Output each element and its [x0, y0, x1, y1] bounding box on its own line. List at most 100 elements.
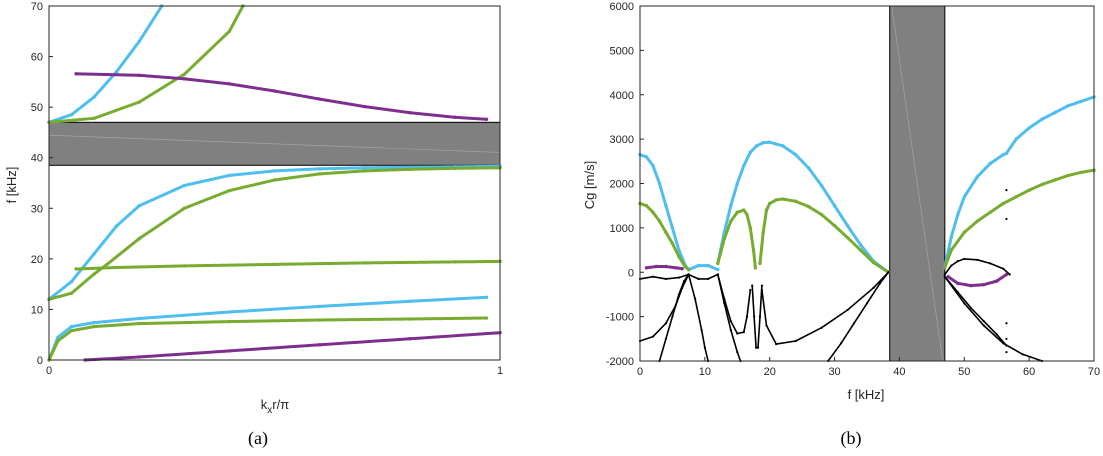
data-point — [745, 212, 749, 217]
data-point — [852, 322, 856, 325]
data-point — [137, 100, 141, 104]
data-point — [484, 117, 489, 121]
series-black-11 — [638, 273, 690, 343]
data-point — [651, 164, 655, 168]
data-point — [680, 267, 684, 271]
data-point — [949, 235, 954, 239]
data-point — [956, 212, 960, 217]
data-point — [408, 167, 412, 172]
y-tick-label: 1000 — [610, 223, 634, 235]
panel-b-x-ticks: 0 10 20 30 40 50 60 70 — [637, 357, 1100, 378]
y-tick-label: 4000 — [610, 90, 634, 102]
data-point — [1005, 189, 1008, 192]
data-point — [686, 267, 691, 272]
data-point — [664, 337, 668, 340]
data-point — [963, 302, 966, 305]
data-point — [92, 324, 96, 329]
series-green-7 — [943, 168, 1096, 270]
series-curve — [716, 140, 890, 274]
x-tick-label: 30 — [828, 366, 840, 378]
panel-a-x-axis-label-rest: r/π — [272, 397, 289, 412]
data-point — [137, 39, 141, 44]
y-tick-label: 50 — [31, 102, 43, 114]
y-tick-label: 2000 — [610, 179, 634, 191]
y-tick-label: 60 — [31, 52, 43, 64]
series-green-6 — [758, 197, 891, 274]
data-point — [729, 203, 733, 208]
data-point — [794, 339, 797, 343]
series-curve — [758, 197, 890, 274]
data-point — [453, 166, 457, 171]
data-point — [677, 276, 681, 279]
series-green-7 — [47, 316, 489, 362]
data-point — [1004, 151, 1009, 156]
y-tick-label: 70 — [31, 1, 43, 13]
series-black-14 — [687, 273, 719, 281]
data-point — [845, 235, 850, 240]
data-point — [1066, 104, 1070, 108]
data-point — [969, 283, 973, 288]
data-point — [69, 279, 74, 284]
data-point — [317, 167, 322, 171]
data-point — [988, 161, 992, 166]
data-point — [408, 317, 412, 321]
data-point — [858, 248, 863, 252]
data-point — [1001, 201, 1005, 206]
data-point — [950, 264, 953, 267]
data-point — [736, 332, 739, 335]
panel-a-bandgap — [48, 121, 501, 166]
y-tick-label: 10 — [31, 304, 43, 316]
series-cyan-3 — [47, 164, 502, 302]
data-point — [742, 208, 746, 212]
data-point — [946, 274, 950, 279]
panel-b-caption: (b) — [841, 428, 862, 449]
data-point — [962, 195, 966, 199]
y-tick-label: 0 — [628, 267, 634, 279]
panel-a-x-axis-label-sub: x — [267, 405, 272, 416]
y-tick-label: 5000 — [610, 45, 634, 57]
data-point — [654, 264, 658, 269]
series-curve — [83, 331, 502, 362]
data-point — [182, 264, 186, 268]
series-purple-8 — [644, 264, 684, 271]
data-point — [687, 273, 690, 276]
data-point — [69, 113, 74, 117]
data-point — [1004, 272, 1009, 277]
data-point — [706, 263, 710, 268]
series-curve — [47, 4, 164, 124]
data-point — [982, 324, 985, 327]
data-point — [729, 319, 732, 323]
x-tick-label: 0 — [46, 365, 52, 377]
data-point — [484, 316, 489, 320]
data-point — [453, 260, 457, 264]
data-point — [317, 318, 322, 322]
data-point — [1014, 195, 1018, 199]
data-point — [751, 284, 754, 287]
series-curve — [687, 264, 720, 272]
series-curve — [717, 273, 752, 335]
data-point — [697, 277, 700, 281]
data-point — [69, 324, 74, 329]
data-point — [363, 169, 367, 173]
data-point — [694, 297, 697, 300]
x-tick-label: 0 — [637, 366, 643, 378]
x-tick-label: 60 — [1023, 366, 1035, 378]
data-point — [793, 199, 798, 203]
data-point — [272, 178, 277, 182]
data-point — [453, 115, 457, 119]
data-point — [819, 212, 824, 217]
series-curve — [687, 273, 719, 280]
data-point — [780, 144, 785, 148]
data-point — [760, 288, 764, 292]
data-point — [69, 328, 74, 333]
panel-b-chart: 0 10 20 30 40 50 60 70 -2000 -1000 0 1000 2000 3000 4… — [582, 1, 1100, 449]
data-point — [92, 272, 96, 276]
data-point — [1066, 173, 1070, 178]
data-point — [716, 273, 719, 276]
data-point — [272, 262, 277, 267]
data-point — [182, 183, 186, 188]
series-cyan-2 — [716, 140, 891, 274]
series-purple-2 — [74, 72, 489, 121]
data-point — [806, 166, 811, 170]
x-tick-label: 10 — [699, 366, 711, 378]
